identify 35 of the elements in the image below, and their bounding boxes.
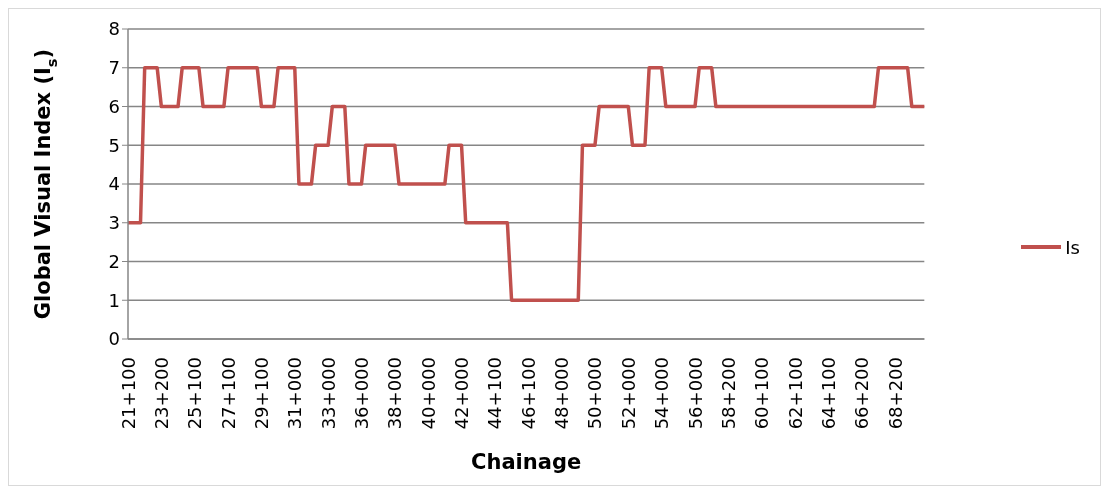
x-tick-label: 29+100: [250, 357, 272, 430]
x-tick-label: 56+000: [684, 357, 706, 430]
x-tick-label: 23+200: [150, 357, 172, 430]
x-tick-label: 21+100: [117, 357, 139, 430]
x-tick-label: 33+000: [317, 357, 339, 430]
y-tick-label: 2: [108, 250, 120, 272]
x-tick-label: 36+000: [350, 357, 372, 430]
y-tick-label: 3: [108, 212, 120, 234]
x-tick-label: 40+000: [417, 357, 439, 430]
y-tick-label: 7: [108, 57, 120, 79]
y-tick-label: 8: [108, 18, 120, 40]
x-tick-label: 46+100: [517, 357, 539, 430]
x-tick-label: 52+000: [617, 357, 639, 430]
x-tick-label: 60+100: [751, 357, 773, 430]
x-tick-label: 38+000: [384, 357, 406, 430]
x-tick-label: 64+100: [817, 357, 839, 430]
x-tick-label: 48+000: [551, 357, 573, 430]
y-tick-label: 4: [108, 173, 120, 195]
x-tick-label: 31+000: [284, 357, 306, 430]
x-tick-label: 58+200: [717, 357, 739, 430]
x-tick-label: 42+000: [451, 357, 473, 430]
y-tick-label: 0: [108, 328, 120, 350]
x-tick-label: 25+100: [184, 357, 206, 430]
y-tick-label: 1: [108, 289, 120, 311]
x-axis-title: Chainage: [471, 450, 582, 474]
x-tick-label: 66+200: [851, 357, 873, 430]
x-tick-label: 54+000: [651, 357, 673, 430]
x-tick-label: 50+000: [584, 357, 606, 430]
legend-label: Is: [1065, 236, 1080, 258]
x-tick-label: 68+200: [884, 357, 906, 430]
y-tick-label: 5: [108, 134, 120, 156]
y-tick-label: 6: [108, 95, 120, 117]
x-tick-label: 44+100: [484, 357, 506, 430]
x-tick-label: 27+100: [217, 357, 239, 430]
x-tick-label: 62+100: [784, 357, 806, 430]
